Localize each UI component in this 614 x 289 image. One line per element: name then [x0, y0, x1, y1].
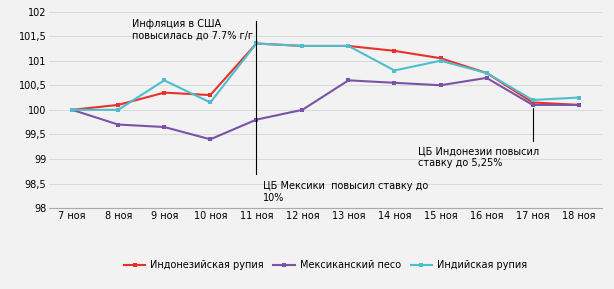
Индонезийская рупия [344, 44, 352, 48]
Мексиканский песо [391, 81, 398, 84]
Line: Индийская рупия: Индийская рупия [70, 41, 581, 112]
Text: ЦБ Мексики  повысил ставку до
10%: ЦБ Мексики повысил ставку до 10% [263, 181, 429, 203]
Индийская рупия [391, 69, 398, 72]
Индийская рупия [69, 108, 76, 112]
Мексиканский песо [483, 76, 491, 80]
Мексиканский песо [529, 103, 537, 107]
Text: Инфляция в США
повысилась до 7.7% г/г: Инфляция в США повысилась до 7.7% г/г [132, 19, 257, 40]
Line: Индонезийская рупия: Индонезийская рупия [70, 41, 581, 112]
Индийская рупия [529, 98, 537, 102]
Индонезийская рупия [437, 57, 444, 60]
Мексиканский песо [575, 103, 582, 107]
Индийская рупия [483, 71, 491, 75]
Индийская рупия [437, 59, 444, 62]
Мексиканский песо [161, 125, 168, 129]
Индонезийская рупия [529, 101, 537, 104]
Индонезийская рупия [253, 42, 260, 45]
Индийская рупия [206, 101, 214, 104]
Line: Мексиканский песо: Мексиканский песо [70, 75, 581, 142]
Индийская рупия [115, 108, 122, 112]
Индонезийская рупия [206, 93, 214, 97]
Мексиканский песо [298, 108, 306, 112]
Мексиканский песо [206, 138, 214, 141]
Мексиканский песо [253, 118, 260, 121]
Text: ЦБ Индонезии повысил
ставку до 5,25%: ЦБ Индонезии повысил ставку до 5,25% [418, 108, 538, 168]
Legend: Индонезийская рупия, Мексиканский песо, Индийская рупия: Индонезийская рупия, Мексиканский песо, … [120, 256, 531, 274]
Мексиканский песо [115, 123, 122, 126]
Индийская рупия [298, 44, 306, 48]
Индонезийская рупия [69, 108, 76, 112]
Индийская рупия [253, 42, 260, 45]
Индонезийская рупия [391, 49, 398, 53]
Индийская рупия [575, 96, 582, 99]
Индонезийская рупия [483, 71, 491, 75]
Индонезийская рупия [115, 103, 122, 107]
Индонезийская рупия [298, 44, 306, 48]
Индийская рупия [344, 44, 352, 48]
Мексиканский песо [437, 84, 444, 87]
Мексиканский песо [344, 79, 352, 82]
Мексиканский песо [69, 108, 76, 112]
Индонезийская рупия [575, 103, 582, 107]
Индонезийская рупия [161, 91, 168, 95]
Индийская рупия [161, 79, 168, 82]
